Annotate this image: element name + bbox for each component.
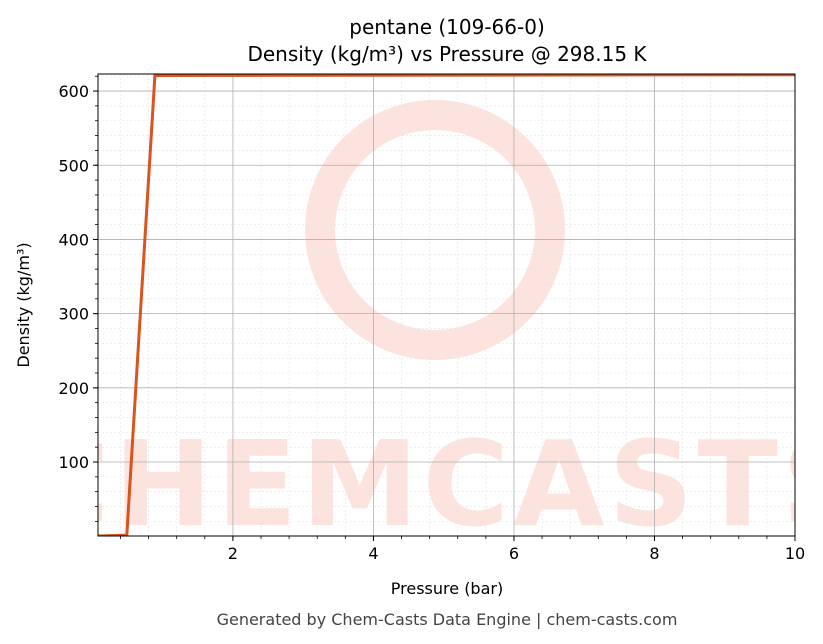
y-tick-label: 100: [58, 453, 89, 472]
y-tick-label: 200: [58, 379, 89, 398]
footer: Generated by Chem-Casts Data Engine | ch…: [217, 610, 678, 629]
x-tick-label: 4: [368, 544, 378, 563]
y-tick-label: 300: [58, 305, 89, 324]
x-tick-label: 2: [228, 544, 238, 563]
y-tick-label: 500: [58, 156, 89, 175]
y-tick-label: 400: [58, 230, 89, 249]
plot-frame: [97, 73, 796, 537]
watermark-text: CHEMCASTS: [23, 415, 823, 553]
x-tick-label: 10: [785, 544, 805, 563]
y-axis-label: Density (kg/m³): [14, 242, 33, 367]
watermark-logo: [305, 100, 565, 360]
chart-subtitle: Density (kg/m³) vs Pressure @ 298.15 K: [247, 42, 647, 66]
x-tick-label: 8: [649, 544, 659, 563]
x-axis-label: Pressure (bar): [391, 579, 503, 598]
chart-title: pentane (109-66-0): [349, 15, 545, 39]
x-tick-label: 6: [509, 544, 519, 563]
y-tick-label: 600: [58, 82, 89, 101]
watermark: CHEMCASTS: [23, 100, 823, 553]
